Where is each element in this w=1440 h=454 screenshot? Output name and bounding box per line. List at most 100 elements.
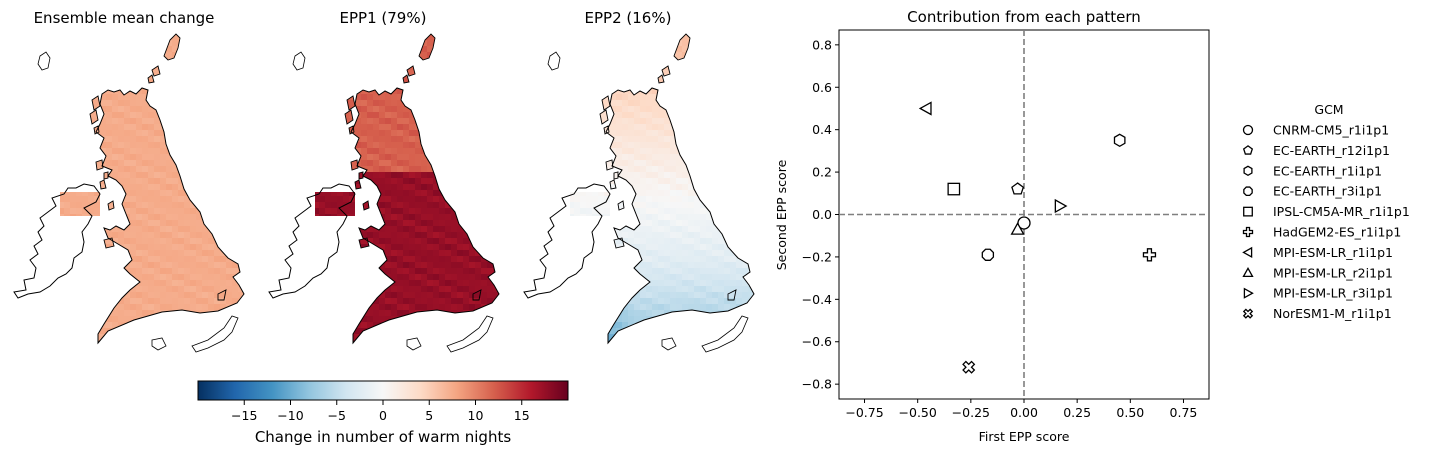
island-outline — [657, 74, 665, 84]
great-britain-outline — [350, 87, 500, 345]
colorbar-ticks: −15 −10 −5 0 5 10 15 — [231, 400, 530, 423]
ireland-outline — [268, 183, 356, 299]
y-tick-label: 0.6 — [812, 80, 832, 95]
island-outline — [406, 65, 416, 77]
scatter-chart: Contribution from each pattern −0.75 −0.5… — [774, 8, 1210, 444]
legend-entry-label: MPI-ESM-LR_r2i1p1 — [1273, 265, 1393, 280]
legend: GCM CNRM-CM5_r1i1p1 EC-EARTH_r12i1p1 EC-EA… — [1242, 102, 1410, 321]
x-axis-label: First EPP score — [979, 429, 1070, 444]
map-field-epp2 — [570, 34, 754, 343]
island-outline — [151, 65, 161, 77]
island-outline — [472, 289, 482, 301]
island-outline — [354, 179, 362, 190]
island-outline — [151, 337, 167, 351]
island-outline — [613, 171, 619, 180]
scatter-point-mpi-esm-lr-r2i1p1 — [1010, 222, 1025, 235]
island-outline — [292, 51, 306, 71]
x-tick-label: −0.50 — [899, 405, 937, 420]
colorbar-gradient — [197, 380, 569, 401]
map-title-epp1: EPP1 (79%) — [340, 9, 427, 27]
colorbar-tick-label: 10 — [468, 408, 484, 423]
y-tick-label: −0.6 — [802, 334, 832, 349]
y-tick-label: 0.4 — [812, 122, 832, 137]
legend-entry-label: EC-EARTH_r1i1p1 — [1273, 163, 1382, 178]
map-field-epp1 — [315, 34, 499, 343]
colorbar-tick-label: 5 — [425, 408, 433, 423]
scatter-title: Contribution from each pattern — [907, 8, 1141, 26]
island-outline — [547, 51, 561, 71]
x-tick-label: 0.50 — [1116, 405, 1144, 420]
y-axis-ticks: −0.8 −0.6 −0.4 −0.2 0.0 0.2 0.4 0.6 0.8 — [802, 37, 839, 392]
island-outline — [661, 337, 677, 351]
colorbar: −15 −10 −5 0 5 10 15 Change in number of warm … — [197, 380, 569, 446]
scatter-point-ec-earth-r3i1p1 — [981, 248, 995, 261]
legend-marker-triangle-right — [1243, 287, 1254, 299]
legend-entry-label: IPSL-CM5A-MR_r1i1p1 — [1273, 204, 1410, 219]
uk-map-epp2 — [523, 33, 755, 353]
map-field-mean — [60, 34, 244, 343]
island-outline — [358, 237, 370, 249]
island-outline — [103, 171, 109, 180]
island-outline — [344, 109, 354, 125]
coastline-fragment — [191, 315, 239, 353]
scatter-point-noresm1-m-r1i1p1 — [962, 360, 976, 374]
coastline-fragment — [701, 315, 749, 353]
x-axis-ticks: −0.75 −0.50 −0.25 0.00 0.25 0.50 0.75 — [845, 399, 1197, 420]
scatter-point-ec-earth-r12i1p1 — [1011, 182, 1025, 195]
ireland-outline — [523, 183, 611, 299]
island-outline — [93, 125, 100, 135]
great-britain-outline — [605, 87, 755, 345]
colorbar-tick-label: 0 — [379, 408, 387, 423]
island-outline — [613, 237, 625, 249]
legend-title: GCM — [1314, 102, 1343, 117]
island-outline — [163, 33, 181, 61]
y-tick-label: 0.0 — [812, 207, 832, 222]
map-panel-mean: Ensemble mean change — [13, 9, 245, 353]
island-outline — [99, 179, 107, 190]
island-outline — [348, 125, 355, 135]
map-panel-epp1: EPP1 (79%) — [268, 9, 500, 353]
scatter-point-mpi-esm-lr-r1i1p1 — [918, 101, 932, 116]
legend-marker-x-filled — [1242, 308, 1254, 319]
island-outline — [95, 159, 104, 171]
island-outline — [91, 95, 101, 111]
colorbar-tick-label: −10 — [277, 408, 303, 423]
island-outline — [406, 337, 422, 351]
island-outline — [402, 74, 410, 84]
reference-lines — [839, 30, 1209, 399]
island-outline — [103, 237, 115, 249]
colorbar-tick-label: 15 — [514, 408, 530, 423]
island-outline — [673, 33, 691, 61]
legend-marker-square — [1243, 206, 1253, 217]
x-tick-label: 0.25 — [1063, 405, 1091, 420]
legend-entries: CNRM-CM5_r1i1p1 EC-EARTH_r12i1p1 EC-EARTH_… — [1242, 123, 1410, 321]
legend-entry-label: EC-EARTH_r12i1p1 — [1273, 143, 1390, 158]
colorbar-tick-label: −5 — [328, 408, 346, 423]
y-axis-label: Second EPP score — [774, 159, 789, 270]
scatter-point-ipsl-cm5a-mr-r1i1p1 — [947, 182, 961, 196]
scatter-point-hadgem2-es-r1i1p1 — [1142, 248, 1157, 262]
coastline-fragment — [446, 315, 494, 353]
island-outline — [346, 95, 356, 111]
legend-entry-label: CNRM-CM5_r1i1p1 — [1273, 123, 1389, 138]
island-outline — [605, 159, 614, 171]
island-outline — [418, 33, 436, 61]
y-tick-label: 0.2 — [812, 165, 832, 180]
x-tick-label: −0.75 — [845, 405, 883, 420]
y-tick-label: −0.2 — [802, 249, 832, 264]
legend-marker-octagon — [1243, 186, 1253, 197]
island-outline — [603, 125, 610, 135]
map-panel-epp2: EPP2 (16%) — [523, 9, 755, 353]
legend-entry-label: NorESM1-M_r1i1p1 — [1273, 306, 1392, 321]
island-outline — [661, 65, 671, 77]
legend-entry-label: EC-EARTH_r3i1p1 — [1273, 184, 1382, 199]
island-outline — [107, 200, 115, 211]
legend-marker-circle — [1242, 124, 1254, 136]
island-outline — [599, 109, 609, 125]
x-tick-label: −0.25 — [952, 405, 990, 420]
island-outline — [617, 200, 625, 211]
great-britain-outline — [95, 87, 245, 345]
island-outline — [601, 95, 611, 111]
map-title-epp2: EPP2 (16%) — [585, 9, 672, 27]
island-outline — [217, 289, 227, 301]
